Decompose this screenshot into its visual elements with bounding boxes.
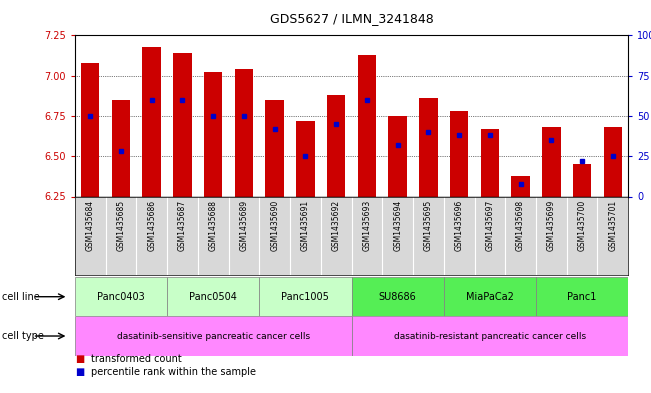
Bar xyxy=(542,127,561,196)
Text: GSM1435698: GSM1435698 xyxy=(516,200,525,251)
Bar xyxy=(112,100,130,196)
Bar xyxy=(327,95,346,196)
Bar xyxy=(512,176,530,196)
Text: dasatinib-sensitive pancreatic cancer cells: dasatinib-sensitive pancreatic cancer ce… xyxy=(117,332,310,340)
Text: GSM1435689: GSM1435689 xyxy=(240,200,249,251)
Text: Panc0403: Panc0403 xyxy=(97,292,145,302)
Bar xyxy=(75,316,352,356)
Bar xyxy=(603,127,622,196)
Bar xyxy=(352,316,628,356)
Text: GSM1435699: GSM1435699 xyxy=(547,200,556,251)
Bar xyxy=(167,277,259,316)
Text: dasatinib-resistant pancreatic cancer cells: dasatinib-resistant pancreatic cancer ce… xyxy=(394,332,586,340)
Text: cell line: cell line xyxy=(2,292,40,302)
Text: transformed count: transformed count xyxy=(91,354,182,364)
Text: GSM1435690: GSM1435690 xyxy=(270,200,279,251)
Bar xyxy=(259,277,352,316)
Bar xyxy=(389,116,407,196)
Text: GSM1435700: GSM1435700 xyxy=(577,200,587,251)
Bar xyxy=(81,63,100,196)
Bar xyxy=(536,277,628,316)
Text: GSM1435697: GSM1435697 xyxy=(486,200,494,251)
Text: ■: ■ xyxy=(75,367,84,377)
Text: Panc1005: Panc1005 xyxy=(281,292,329,302)
Text: Panc1: Panc1 xyxy=(568,292,597,302)
Text: GSM1435692: GSM1435692 xyxy=(331,200,340,251)
Text: SU8686: SU8686 xyxy=(379,292,417,302)
Text: MiaPaCa2: MiaPaCa2 xyxy=(466,292,514,302)
Text: cell type: cell type xyxy=(2,331,44,341)
Text: GDS5627 / ILMN_3241848: GDS5627 / ILMN_3241848 xyxy=(270,12,434,25)
Bar xyxy=(235,69,253,196)
Text: GSM1435694: GSM1435694 xyxy=(393,200,402,251)
Text: percentile rank within the sample: percentile rank within the sample xyxy=(91,367,256,377)
Text: GSM1435691: GSM1435691 xyxy=(301,200,310,251)
Bar xyxy=(352,277,444,316)
Bar xyxy=(266,100,284,196)
Text: Panc0504: Panc0504 xyxy=(189,292,237,302)
Bar xyxy=(480,129,499,196)
Text: ■: ■ xyxy=(75,354,84,364)
Bar xyxy=(296,121,314,196)
Text: GSM1435685: GSM1435685 xyxy=(117,200,126,251)
Bar xyxy=(419,98,437,196)
Bar xyxy=(143,47,161,196)
Text: GSM1435695: GSM1435695 xyxy=(424,200,433,251)
Bar xyxy=(357,55,376,196)
Text: GSM1435696: GSM1435696 xyxy=(454,200,464,251)
Text: GSM1435687: GSM1435687 xyxy=(178,200,187,251)
Bar xyxy=(444,277,536,316)
Bar xyxy=(204,72,223,196)
Bar xyxy=(573,164,591,196)
Bar xyxy=(75,277,167,316)
Text: GSM1435686: GSM1435686 xyxy=(147,200,156,251)
Text: GSM1435701: GSM1435701 xyxy=(608,200,617,251)
Text: GSM1435688: GSM1435688 xyxy=(209,200,217,251)
Bar xyxy=(173,53,191,196)
Bar xyxy=(450,111,468,196)
Text: GSM1435693: GSM1435693 xyxy=(363,200,372,251)
Text: GSM1435684: GSM1435684 xyxy=(86,200,95,251)
